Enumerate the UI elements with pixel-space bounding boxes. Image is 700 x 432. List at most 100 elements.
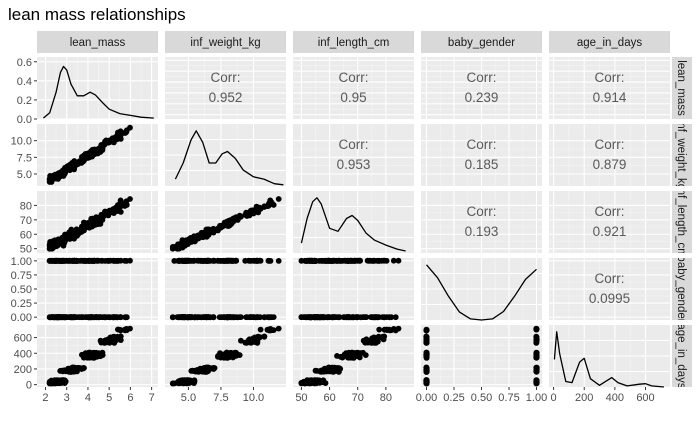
corr-value: 0.952 [209, 90, 243, 105]
panel-age_in_days-vs-baby_gender [421, 325, 542, 387]
scatter-point [392, 314, 399, 321]
corr-value: 0.95 [340, 90, 366, 105]
scatter-point [357, 350, 363, 356]
scatter-point [266, 200, 272, 207]
x-tick-label: 80 [380, 392, 392, 404]
y-tick-label: 0 [26, 380, 32, 392]
scatter-point [88, 314, 95, 321]
scatter-point [95, 145, 102, 152]
x-tick-label: 0.00 [416, 392, 437, 404]
scatter-point [122, 200, 129, 207]
scatter-point [386, 326, 393, 333]
corr-value: 0.185 [465, 157, 499, 172]
strip-right-inf_weight_kg [672, 124, 692, 186]
scatter-point [106, 207, 113, 214]
scatter-point [91, 257, 97, 264]
scatter-point [223, 351, 230, 358]
scatter-point [335, 365, 342, 372]
scatter-point [127, 196, 133, 202]
panel-lean_mass-vs-baby_gender [421, 57, 542, 119]
scatter-point [319, 314, 325, 321]
x-tick-label: 200 [575, 392, 593, 404]
panel-baby_gender-vs-inf_length_cm [293, 257, 414, 321]
scatter-point [66, 366, 73, 373]
corr-value: 0.193 [465, 224, 499, 239]
scatter-point [334, 257, 340, 264]
scatter-point [204, 226, 211, 233]
scatter-point [204, 257, 211, 264]
scatter-point [347, 314, 354, 321]
x-tick-label: 0.25 [443, 392, 464, 404]
corr-value: 0.953 [337, 157, 371, 172]
scatter-point [373, 314, 379, 320]
panel-age_in_days-vs-inf_length_cm [293, 325, 414, 387]
scatter-point [60, 169, 66, 176]
scatter-point [309, 257, 316, 264]
strip-label-top: inf_weight_kg [190, 37, 260, 49]
panel-lean_mass-vs-inf_length_cm [293, 57, 414, 119]
scatter-point [334, 353, 340, 359]
y-tick-label: 70 [20, 215, 32, 227]
scatter-point [232, 258, 239, 264]
y-tick-label: 200 [14, 364, 32, 376]
x-tick-label: 6 [127, 392, 133, 404]
scatter-point [344, 257, 351, 264]
scatter-point [95, 217, 102, 223]
x-tick-label: 3 [64, 392, 70, 404]
scatter-point [354, 314, 361, 321]
scatter-point [533, 378, 540, 384]
strip-label-top: inf_length_cm [318, 37, 390, 49]
scatter-point [202, 314, 209, 321]
scatter-point [376, 334, 382, 340]
density-curve-inf_length_cm [300, 197, 406, 252]
scatter-point [270, 327, 277, 333]
y-tick-label: 0.75 [11, 270, 32, 282]
scatter-point [66, 257, 73, 264]
scatter-point [73, 257, 80, 264]
panel-baby_gender-vs-baby_gender [421, 258, 542, 321]
panel-age_in_days-vs-age_in_days [549, 325, 670, 388]
scatter-point [423, 333, 430, 340]
panel-baby_gender-vs-lean_mass [37, 257, 158, 321]
scatter-point [228, 218, 235, 225]
scatter-point [533, 366, 540, 373]
scatter-point [57, 314, 64, 320]
scatter-point [423, 339, 430, 346]
strip-top-age_in_days [549, 31, 670, 53]
scatter-point [73, 161, 80, 168]
scatter-point [270, 202, 277, 208]
corr-value: 0.239 [465, 90, 499, 105]
x-tick-label: 0.50 [471, 392, 492, 404]
scatter-point [381, 314, 388, 321]
scatter-point [194, 314, 201, 321]
scatter-point [73, 226, 80, 233]
scatter-point [322, 366, 328, 373]
scatter-point [367, 257, 373, 264]
strip-label-top: age_in_days [577, 37, 642, 49]
scatter-point [106, 139, 113, 145]
scatter-point [257, 326, 264, 333]
scatter-point [367, 337, 373, 344]
y-tick-label: 0.6 [17, 57, 32, 69]
corr-value: 0.879 [593, 157, 627, 172]
scatter-point [54, 240, 60, 247]
corr-value: 0.921 [593, 224, 627, 239]
strip-top-inf_weight_kg [165, 31, 286, 53]
scatter-point [80, 155, 87, 162]
panel-lean_mass-vs-inf_weight_kg [165, 57, 286, 119]
scatter-point [223, 314, 230, 321]
scatter-point [74, 232, 80, 239]
scatter-point [188, 378, 195, 385]
scatter-point [117, 132, 124, 139]
scatter-point [78, 314, 85, 320]
scatter-point [183, 314, 190, 320]
scatter-point [188, 235, 195, 242]
scatter-point [210, 365, 217, 372]
scatter-point [266, 314, 272, 321]
scatter-point [275, 258, 282, 264]
strip-top-inf_length_cm [293, 31, 414, 53]
scatter-point [360, 314, 367, 320]
panel-inf_length_cm-vs-baby_gender [421, 191, 542, 253]
scatter-point [250, 257, 257, 264]
scatter-point [375, 258, 382, 264]
